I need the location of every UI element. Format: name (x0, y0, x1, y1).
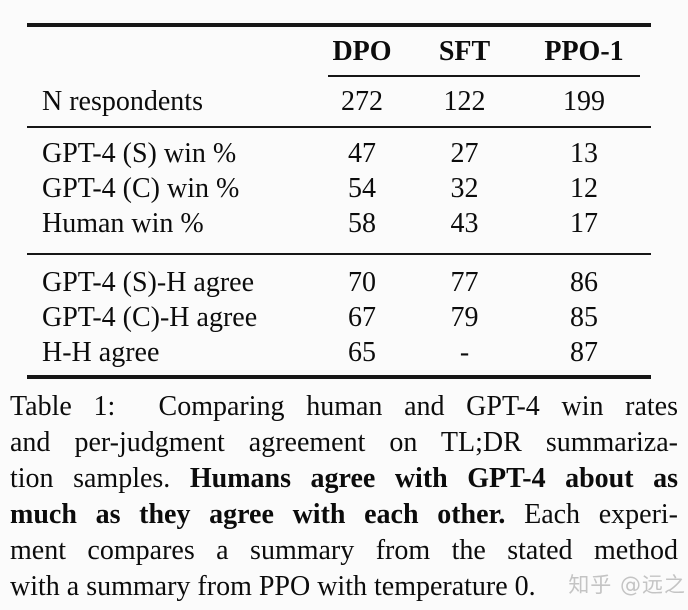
table-caption: Table 1: Comparing human and GPT-4 win r… (10, 389, 678, 605)
results-table: DPO SFT PPO-1 N respondents 272 122 199 … (27, 23, 651, 379)
cell-value: 47 (348, 137, 376, 169)
caption-line: tion samples. Humans agree with GPT-4 ab… (10, 463, 679, 494)
cell-value: 54 (348, 172, 376, 204)
column-header-sft: SFT (438, 36, 491, 67)
cell-value: 70 (348, 266, 376, 298)
caption-line: and per-judgment agreement on TL;DR summ… (10, 427, 678, 458)
caption-line: ment compares a summary from the stated … (10, 535, 678, 566)
table-row: H-H agree 65 - 87 (27, 335, 651, 377)
cell-value: 199 (563, 85, 605, 117)
table-row: GPT-4 (C)-H agree 67 79 85 (27, 300, 651, 335)
cell-value: 272 (341, 85, 383, 117)
row-label: H-H agree (42, 336, 160, 368)
cell-value: 43 (450, 207, 479, 239)
column-header-ppo1: PPO-1 (544, 36, 624, 67)
cell-value: 79 (450, 301, 479, 333)
row-label: GPT-4 (S) win % (42, 137, 237, 169)
cell-value: 67 (348, 301, 376, 333)
header-empty-cell (27, 25, 312, 77)
row-label: GPT-4 (C) win % (42, 172, 240, 204)
row-label: GPT-4 (C)-H agree (42, 301, 258, 333)
cell-value: 87 (570, 336, 598, 368)
row-label: GPT-4 (S)-H agree (42, 266, 255, 298)
cell-value: 86 (570, 266, 598, 298)
cell-value: 13 (570, 137, 598, 169)
cell-value: 85 (570, 301, 598, 333)
header-row: DPO SFT PPO-1 (27, 25, 651, 77)
cell-value: - (459, 336, 470, 368)
cell-value: 17 (570, 207, 598, 239)
cell-value: 77 (450, 266, 479, 298)
table-row: Human win % 58 43 17 (27, 206, 651, 254)
cell-value: 12 (570, 172, 598, 204)
row-label: N respondents (42, 85, 203, 117)
table-row: GPT-4 (S)-H agree 70 77 86 (27, 254, 651, 300)
caption-line: much as they agree with each other. Each… (10, 499, 678, 530)
table-row: GPT-4 (S) win % 47 27 13 (27, 127, 651, 171)
caption-line: with a summary from PPO with temperature… (10, 571, 536, 602)
cell-value: 122 (443, 85, 486, 117)
caption-line: Table 1: Comparing human and GPT-4 win r… (10, 391, 678, 422)
table-row: GPT-4 (C) win % 54 32 12 (27, 171, 651, 206)
cell-value: 32 (450, 172, 479, 204)
column-header-dpo: DPO (332, 36, 392, 67)
cell-value: 65 (348, 336, 376, 368)
comparison-table: DPO SFT PPO-1 N respondents 272 122 199 … (27, 23, 651, 379)
header-underline-rule (328, 75, 640, 77)
table-row: N respondents 272 122 199 (27, 77, 651, 127)
cell-value: 58 (348, 207, 376, 239)
row-label: Human win % (42, 207, 204, 239)
cell-value: 27 (450, 137, 479, 169)
